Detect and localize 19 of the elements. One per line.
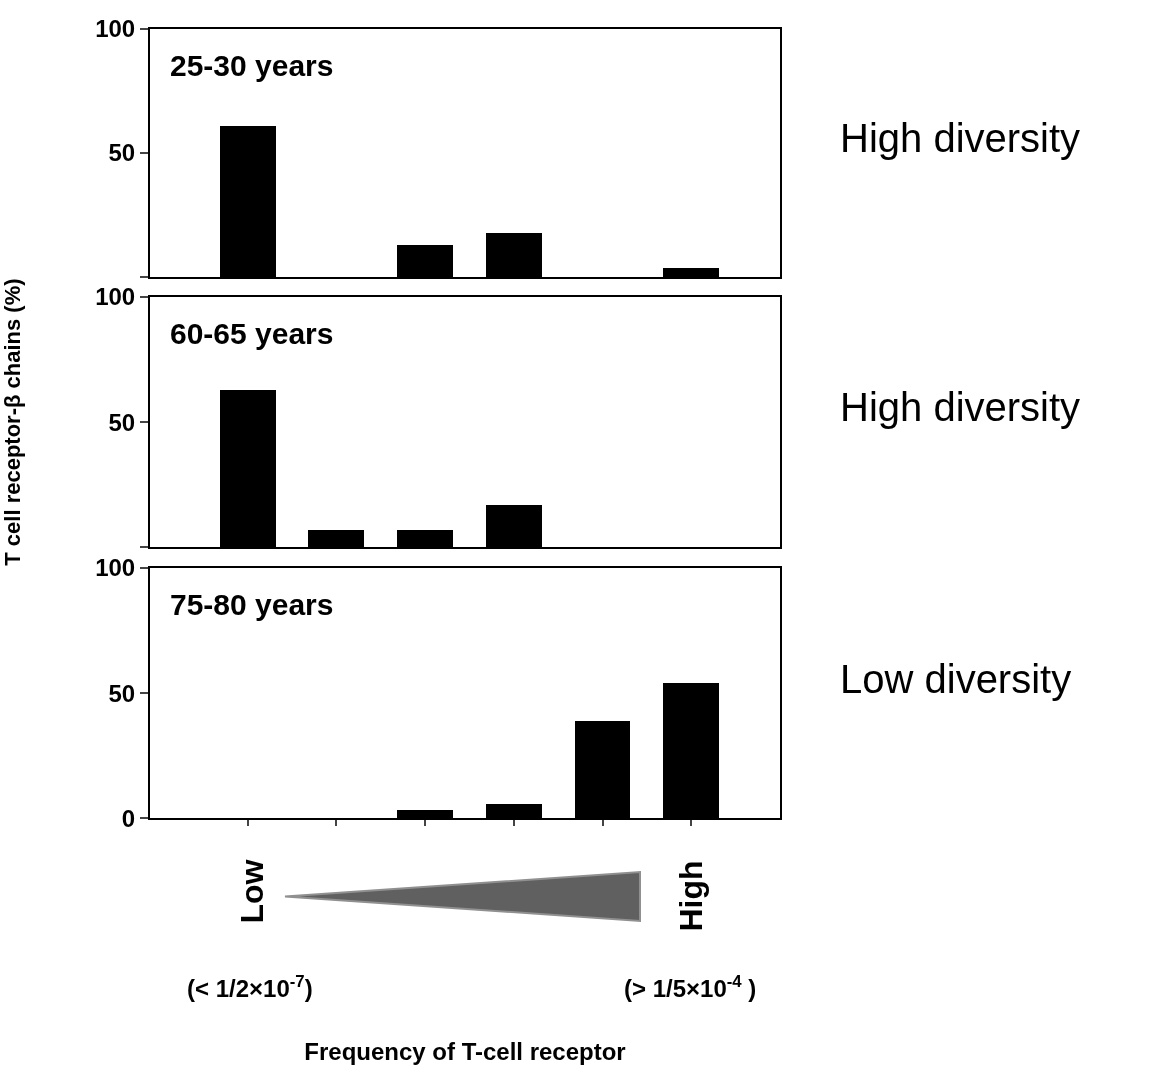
text: 75-80 years [170,588,334,621]
y-tick-label: 50 [108,679,136,707]
x-axis-title: Frequency of T-cell receptor [304,1037,626,1065]
text: 60-65 years [170,317,334,350]
text: 25-30 years [170,49,334,82]
text: High diversity [840,116,1081,160]
y-tick-label: 100 [95,15,136,43]
text: High diversity [840,385,1081,429]
y-tick-label: 100 [95,283,136,311]
text: Low diversity [840,657,1072,701]
y-axis-title: T cell receptor-β chains (%) [0,278,25,566]
text: (< 1/2×10$^{-7}$) [187,972,313,1003]
text: (> 1/5×10$^{-4}$ ) [624,972,757,1003]
y-tick-label: 50 [108,139,136,167]
y-tick-label: 100 [95,554,136,582]
text: Low [234,859,271,924]
y-tick-label: 0 [121,804,136,832]
text: High [672,860,709,932]
y-tick-label: 50 [108,408,136,436]
